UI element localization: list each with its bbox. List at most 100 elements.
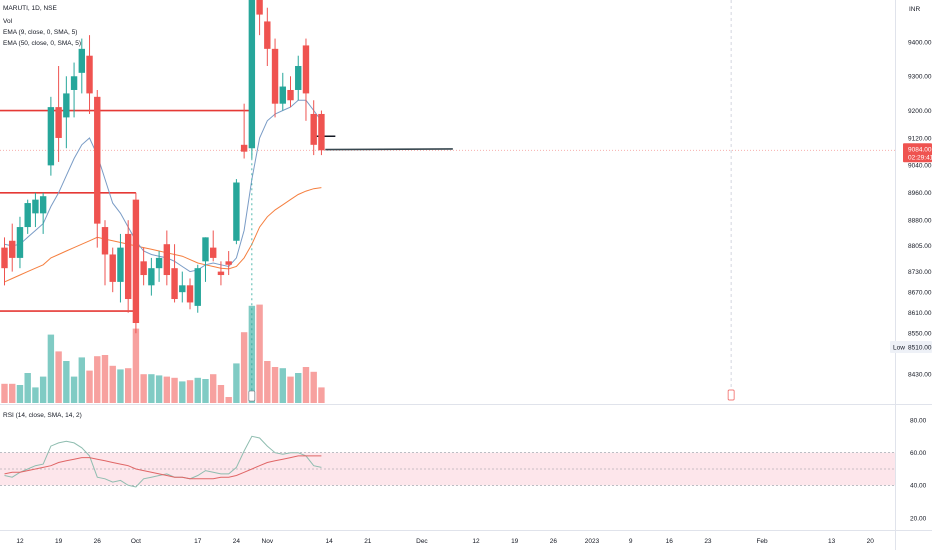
time-tick-label: 23 bbox=[704, 538, 712, 545]
low-tag bbox=[890, 341, 932, 354]
candle-body bbox=[179, 285, 186, 293]
time-tick-label: 14 bbox=[326, 538, 334, 545]
axes: INR 9400.00 9300.00 9200.00 9120.00 9040.00 89… bbox=[16, 6, 932, 545]
candle-body bbox=[279, 86, 286, 104]
candle-body bbox=[163, 244, 171, 276]
volume-bar bbox=[202, 379, 209, 403]
candle-body bbox=[240, 144, 248, 152]
candle-body bbox=[24, 203, 31, 228]
horizontal-lines[interactable] bbox=[0, 109, 895, 312]
candle-body bbox=[194, 268, 201, 306]
candle-body bbox=[148, 268, 155, 286]
candle-body bbox=[171, 268, 178, 300]
overlays bbox=[248, 0, 735, 402]
volume-bar bbox=[310, 371, 317, 403]
volume-bar bbox=[63, 361, 70, 403]
volume-bar bbox=[225, 397, 232, 403]
volume-bar bbox=[171, 377, 178, 403]
price-tick-label: 8805.00 bbox=[908, 243, 932, 250]
candle-body bbox=[264, 21, 271, 49]
volume-bar bbox=[186, 380, 194, 403]
volume-bar bbox=[101, 355, 109, 403]
time-tick-label: 12 bbox=[16, 538, 24, 545]
candle-body bbox=[9, 240, 16, 258]
candle-body bbox=[210, 247, 217, 258]
candles bbox=[1, 0, 325, 334]
volume-bar bbox=[210, 374, 217, 403]
currency-label: INR bbox=[909, 6, 921, 13]
volume-bar bbox=[279, 368, 286, 403]
future-marker bbox=[727, 389, 735, 401]
rsi-tick-label: 20.00 bbox=[910, 515, 927, 522]
volume-bar bbox=[264, 361, 271, 403]
time-tick-label: 17 bbox=[194, 538, 202, 545]
candle-body bbox=[78, 48, 85, 73]
time-tick-label: 2023 bbox=[585, 538, 600, 545]
time-tick-label: Feb bbox=[756, 538, 768, 545]
candle-body bbox=[132, 199, 140, 324]
candle-body bbox=[318, 113, 325, 151]
time-tick-label: 21 bbox=[364, 538, 372, 545]
candle-body bbox=[124, 233, 132, 300]
candle-body bbox=[302, 45, 310, 94]
time-tick-label: 12 bbox=[472, 538, 480, 545]
volume-bar bbox=[148, 374, 155, 403]
candle-body bbox=[101, 227, 109, 255]
price-tick-label: 8670.00 bbox=[908, 289, 932, 296]
price-tick-label: 9200.00 bbox=[908, 108, 932, 115]
price-tick-label: 8730.00 bbox=[908, 269, 932, 276]
candle-body bbox=[16, 227, 24, 258]
volume-bar bbox=[271, 367, 279, 403]
volume-bar bbox=[39, 376, 47, 403]
price-tag-countdown: 02:29:41 bbox=[908, 154, 932, 161]
volume-bar bbox=[109, 365, 116, 403]
trend-line bbox=[325, 148, 453, 151]
ema-lines bbox=[4, 99, 322, 283]
volume-bar bbox=[117, 369, 124, 403]
volume-bar bbox=[140, 374, 147, 403]
volume-bar bbox=[155, 375, 163, 403]
volume-bar bbox=[287, 376, 294, 403]
time-tick-label: 9 bbox=[629, 538, 633, 545]
candle-body bbox=[94, 96, 101, 224]
rsi-legend[interactable]: RSI (14, close, SMA, 14, 2) bbox=[3, 412, 82, 419]
candle-body bbox=[70, 76, 78, 90]
low-tag-text: Low bbox=[893, 344, 905, 351]
volume-bar bbox=[194, 377, 201, 403]
volume-legend[interactable]: Vol bbox=[3, 18, 13, 25]
ema50-legend[interactable]: EMA (50, close, 0, SMA, 5) bbox=[3, 40, 82, 47]
ema50-line bbox=[4, 187, 322, 283]
ema9-legend[interactable]: EMA (9, close, 0, SMA, 5) bbox=[3, 29, 78, 36]
volume-bar bbox=[86, 370, 93, 403]
candle-body bbox=[155, 257, 163, 269]
candle-body bbox=[295, 65, 302, 90]
time-tick-label: Nov bbox=[262, 538, 274, 545]
volume-bar bbox=[1, 383, 8, 403]
rsi-ma-line bbox=[4, 455, 322, 480]
volume-bar bbox=[256, 304, 263, 403]
time-tick-label: 26 bbox=[550, 538, 558, 545]
candle-body bbox=[140, 261, 147, 276]
candle-body bbox=[1, 247, 8, 269]
price-tick-label: 9400.00 bbox=[908, 39, 932, 46]
volume-bar bbox=[124, 368, 132, 403]
candle-body bbox=[256, 0, 263, 15]
volume-bar bbox=[70, 376, 78, 403]
volume-bar bbox=[163, 376, 171, 403]
volume-bar bbox=[240, 332, 248, 403]
time-tick-label: Oct bbox=[131, 538, 141, 545]
candle-body bbox=[186, 285, 194, 303]
time-tick-label: 20 bbox=[867, 538, 875, 545]
candle-body bbox=[271, 48, 279, 104]
symbol-legend[interactable]: MARUTI, 1D, NSE bbox=[3, 5, 57, 12]
price-tick-label: 8960.00 bbox=[908, 190, 932, 197]
candle-body bbox=[32, 199, 39, 214]
price-tag-value: 9084.00 bbox=[908, 146, 932, 153]
price-tick-label: 9040.00 bbox=[908, 163, 932, 170]
volume-bar bbox=[233, 363, 240, 403]
candle-body bbox=[117, 247, 124, 282]
price-tick-label: 9120.00 bbox=[908, 135, 932, 142]
